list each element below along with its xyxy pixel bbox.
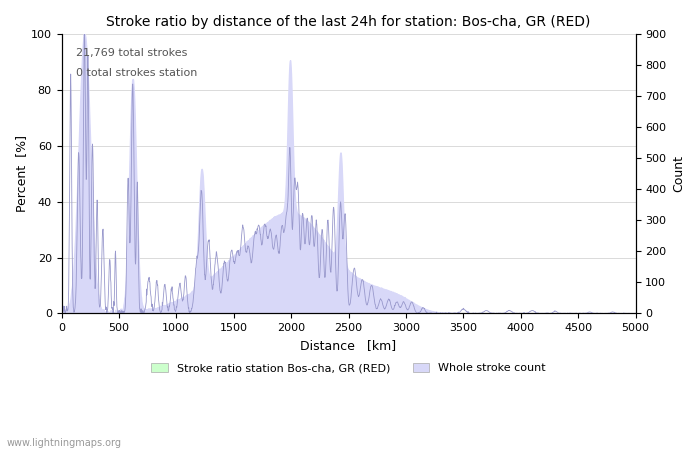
Text: 21,769 total strokes: 21,769 total strokes	[76, 48, 187, 58]
Text: 0 total strokes station: 0 total strokes station	[76, 68, 197, 78]
Y-axis label: Percent  [%]: Percent [%]	[15, 135, 28, 212]
X-axis label: Distance   [km]: Distance [km]	[300, 339, 397, 352]
Title: Stroke ratio by distance of the last 24h for station: Bos-cha, GR (RED): Stroke ratio by distance of the last 24h…	[106, 15, 591, 29]
Legend: Stroke ratio station Bos-cha, GR (RED), Whole stroke count: Stroke ratio station Bos-cha, GR (RED), …	[147, 358, 550, 378]
Text: www.lightningmaps.org: www.lightningmaps.org	[7, 438, 122, 448]
Y-axis label: Count: Count	[672, 155, 685, 193]
